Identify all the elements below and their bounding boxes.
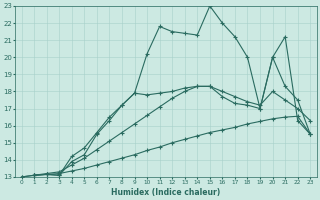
X-axis label: Humidex (Indice chaleur): Humidex (Indice chaleur) — [111, 188, 220, 197]
